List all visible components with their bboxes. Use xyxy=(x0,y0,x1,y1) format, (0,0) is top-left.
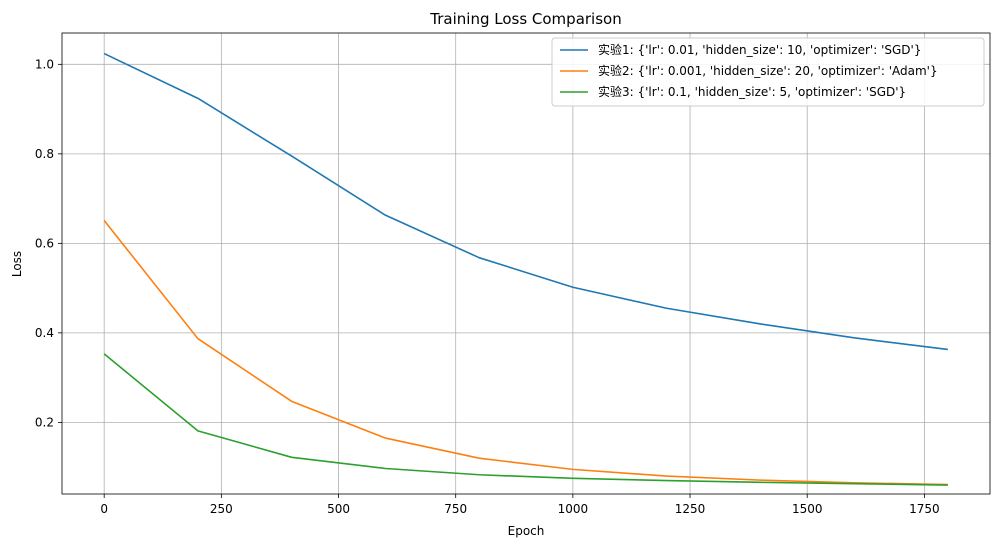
legend-label-1: 实验1: {'lr': 0.01, 'hidden_size': 10, 'op… xyxy=(598,42,921,57)
y-tick-label: 0.8 xyxy=(35,147,54,161)
x-tick-label: 1750 xyxy=(909,502,940,516)
legend-label-3: 实验3: {'lr': 0.1, 'hidden_size': 5, 'opti… xyxy=(598,84,906,99)
series-line-1 xyxy=(103,52,948,351)
x-tick-label: 0 xyxy=(100,502,108,516)
x-tick-label: 1250 xyxy=(675,502,706,516)
legend-label-2: 实验2: {'lr': 0.001, 'hidden_size': 20, 'o… xyxy=(598,63,938,78)
y-tick-label: 1.0 xyxy=(35,57,54,71)
legend: 实验1: {'lr': 0.01, 'hidden_size': 10, 'op… xyxy=(551,37,985,107)
x-tick-label: 750 xyxy=(444,502,467,516)
x-tick-label: 1000 xyxy=(558,502,589,516)
legend-box xyxy=(551,37,985,107)
x-tick-label: 1500 xyxy=(792,502,823,516)
y-tick-label: 0.6 xyxy=(35,236,54,250)
y-axis: 0.2 0.4 0.6 0.8 1.0 xyxy=(35,57,62,429)
x-axis-label: Epoch xyxy=(508,524,545,538)
series-line-3 xyxy=(103,353,948,486)
series-lines xyxy=(103,52,948,486)
x-tick-label: 250 xyxy=(210,502,233,516)
y-tick-label: 0.2 xyxy=(35,415,54,429)
x-tick-label: 500 xyxy=(327,502,350,516)
plot-frame xyxy=(61,32,991,495)
x-axis: 0 250 500 750 1000 1250 1500 1750 xyxy=(100,494,940,516)
y-axis-label: Loss xyxy=(10,251,24,277)
chart-title: Training Loss Comparison xyxy=(429,10,621,28)
y-tick-label: 0.4 xyxy=(35,326,54,340)
series-line-2 xyxy=(103,220,948,486)
